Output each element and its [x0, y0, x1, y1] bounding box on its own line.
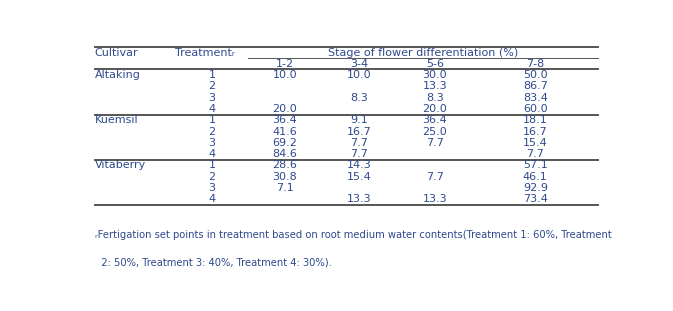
Text: 8.3: 8.3: [351, 93, 368, 103]
Text: 14.3: 14.3: [347, 160, 371, 170]
Text: 57.1: 57.1: [523, 160, 548, 170]
Text: 50.0: 50.0: [523, 70, 548, 80]
Text: 7.1: 7.1: [276, 183, 294, 193]
Text: 30.0: 30.0: [423, 70, 447, 80]
Text: 3: 3: [209, 183, 215, 193]
Text: 2: 2: [209, 172, 215, 182]
Text: 2: 2: [209, 81, 215, 91]
Text: 7.7: 7.7: [426, 172, 444, 182]
Text: 5-6: 5-6: [426, 59, 444, 69]
Text: Kuemsil: Kuemsil: [94, 115, 138, 125]
Text: 41.6: 41.6: [273, 127, 297, 137]
Text: 3-4: 3-4: [350, 59, 368, 69]
Text: Vitaberry: Vitaberry: [94, 160, 146, 170]
Text: 7-8: 7-8: [526, 59, 544, 69]
Text: 2: 2: [209, 127, 215, 137]
Text: 15.4: 15.4: [347, 172, 371, 182]
Text: 4: 4: [209, 194, 215, 204]
Text: 7.7: 7.7: [351, 138, 368, 148]
Text: 15.4: 15.4: [523, 138, 548, 148]
Text: 2: 50%, Treatment 3: 40%, Treatment 4: 30%).: 2: 50%, Treatment 3: 40%, Treatment 4: 3…: [94, 258, 331, 267]
Text: 86.7: 86.7: [523, 81, 548, 91]
Text: 46.1: 46.1: [523, 172, 548, 182]
Text: 1: 1: [209, 70, 215, 80]
Text: 36.4: 36.4: [273, 115, 297, 125]
Text: 28.6: 28.6: [273, 160, 297, 170]
Text: 20.0: 20.0: [423, 104, 448, 114]
Text: 13.3: 13.3: [423, 81, 447, 91]
Text: 4: 4: [209, 149, 215, 159]
Text: 4: 4: [209, 104, 215, 114]
Text: 73.4: 73.4: [523, 194, 548, 204]
Text: 8.3: 8.3: [426, 93, 444, 103]
Text: Stage of flower differentiation (%): Stage of flower differentiation (%): [328, 48, 518, 58]
Text: Altaking: Altaking: [94, 70, 141, 80]
Text: 3: 3: [209, 93, 215, 103]
Text: 3: 3: [209, 138, 215, 148]
Text: 7.7: 7.7: [526, 149, 544, 159]
Text: ᵣFertigation set points in treatment based on root medium water contents(Treatme: ᵣFertigation set points in treatment bas…: [94, 230, 611, 240]
Text: 7.7: 7.7: [351, 149, 368, 159]
Text: 16.7: 16.7: [347, 127, 371, 137]
Text: 10.0: 10.0: [347, 70, 371, 80]
Text: 18.1: 18.1: [523, 115, 548, 125]
Text: 20.0: 20.0: [273, 104, 297, 114]
Text: 83.4: 83.4: [523, 93, 548, 103]
Text: 60.0: 60.0: [523, 104, 548, 114]
Text: 1: 1: [209, 160, 215, 170]
Text: 92.9: 92.9: [523, 183, 548, 193]
Text: 9.1: 9.1: [351, 115, 368, 125]
Text: Treatmentᵣ: Treatmentᵣ: [176, 48, 235, 58]
Text: 69.2: 69.2: [273, 138, 297, 148]
Text: 25.0: 25.0: [423, 127, 448, 137]
Text: 84.6: 84.6: [273, 149, 297, 159]
Text: 30.8: 30.8: [273, 172, 297, 182]
Text: 13.3: 13.3: [347, 194, 371, 204]
Text: Cultivar: Cultivar: [94, 48, 138, 58]
Text: 1-2: 1-2: [276, 59, 294, 69]
Text: 1: 1: [209, 115, 215, 125]
Text: 7.7: 7.7: [426, 138, 444, 148]
Text: 16.7: 16.7: [523, 127, 548, 137]
Text: 13.3: 13.3: [423, 194, 447, 204]
Text: 36.4: 36.4: [423, 115, 448, 125]
Text: 10.0: 10.0: [273, 70, 297, 80]
